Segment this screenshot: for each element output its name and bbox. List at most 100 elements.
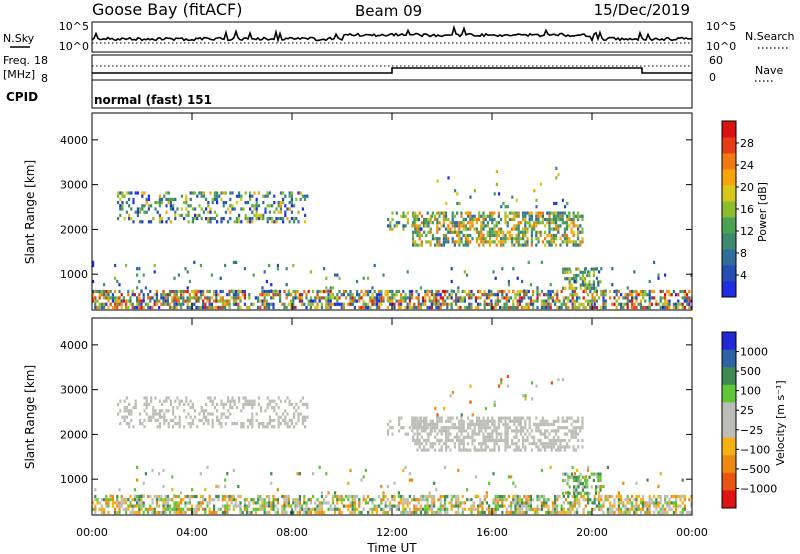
velocity-cell	[494, 507, 497, 511]
power-cell	[175, 293, 178, 297]
velocity-cell	[504, 416, 507, 420]
power-cell	[550, 243, 553, 247]
velocity-cell	[574, 419, 577, 423]
velocity-cell	[249, 418, 252, 422]
velocity-cell	[670, 494, 673, 499]
velocity-cell	[482, 448, 485, 452]
velocity-cell	[548, 438, 551, 443]
power-cell	[527, 260, 530, 264]
power-cell	[429, 240, 432, 244]
velocity-cell	[266, 402, 269, 406]
velocity-cell	[681, 501, 684, 505]
velocity-cell	[408, 507, 411, 511]
velocity-cell	[504, 442, 507, 446]
power-cell	[573, 302, 576, 306]
power-cell	[493, 233, 496, 238]
power-cell	[595, 267, 598, 271]
velocity-cell	[92, 501, 95, 505]
power-cell	[469, 221, 472, 225]
power-cell	[686, 302, 689, 306]
velocity-cell	[451, 390, 454, 395]
velocity-cell	[450, 494, 453, 499]
power-cell	[555, 217, 558, 222]
power-cell	[436, 217, 439, 222]
velocity-cell	[303, 494, 306, 499]
velocity-cell	[215, 510, 218, 515]
velocity-cell	[235, 498, 238, 502]
power-cell	[477, 296, 480, 300]
velocity-cell	[397, 491, 400, 495]
velocity-cell	[573, 485, 576, 489]
power-cell	[504, 205, 507, 209]
velocity-cell	[121, 415, 124, 419]
power-cell	[588, 273, 591, 278]
power-cell	[417, 299, 420, 303]
velocity-cell	[670, 501, 673, 505]
velocity-cell	[195, 507, 198, 511]
power-cell	[406, 221, 409, 225]
velocity-cell	[349, 504, 352, 508]
velocity-cell	[544, 429, 547, 433]
velocity-cell	[604, 494, 607, 499]
velocity-cell	[189, 415, 192, 419]
velocity-cell	[171, 498, 174, 502]
velocity-cell	[142, 494, 145, 498]
velocity-cell	[563, 448, 566, 452]
velocity-cell	[411, 419, 414, 423]
power-cell	[515, 211, 518, 215]
power-cell	[198, 191, 201, 195]
power-cell	[448, 296, 451, 300]
power-cell	[175, 296, 178, 300]
velocity-cell	[527, 501, 530, 505]
power-cell	[561, 221, 564, 225]
velocity-cell	[180, 399, 183, 403]
noise-tick-left-bottom: 10^0	[59, 40, 89, 53]
power-cell	[478, 211, 481, 215]
power-cell	[521, 299, 524, 303]
velocity-cell	[273, 406, 276, 410]
velocity-cell	[528, 419, 531, 423]
power-cell	[588, 283, 591, 287]
velocity-cell	[260, 406, 263, 410]
power-cell	[571, 302, 574, 306]
xtick-label: 00:00	[76, 526, 108, 539]
velocity-cell	[469, 448, 472, 452]
velocity-cell	[588, 491, 591, 495]
power-cell	[228, 289, 231, 294]
power-cell	[163, 194, 166, 198]
velocity-cell	[515, 432, 518, 436]
velocity-cell	[624, 507, 627, 511]
velocity-cell	[582, 494, 585, 499]
power-cell	[329, 305, 332, 310]
power-cell	[672, 302, 675, 306]
power-cell	[435, 302, 438, 306]
power-cell	[530, 240, 533, 244]
velocity-cell	[261, 498, 264, 502]
velocity-cell	[259, 494, 262, 499]
power-cell	[288, 207, 291, 211]
power-cell	[338, 276, 341, 280]
power-cell	[480, 221, 483, 225]
velocity-cell	[226, 504, 229, 508]
velocity-cell	[514, 510, 517, 515]
power-cell	[169, 220, 172, 224]
velocity-cell	[494, 504, 497, 508]
velocity-cell	[462, 445, 465, 449]
power-cell	[523, 305, 526, 310]
velocity-cell	[573, 491, 576, 495]
velocity-cell	[445, 419, 448, 423]
power-cell	[216, 191, 219, 195]
velocity-cell	[581, 488, 584, 492]
velocity-cell	[406, 501, 409, 505]
power-cell	[418, 224, 421, 228]
power-cell	[535, 198, 538, 202]
power-cell	[142, 296, 145, 300]
power-cell	[445, 214, 448, 218]
velocity-cell	[617, 507, 620, 511]
velocity-cell	[318, 465, 321, 469]
velocity-cell	[664, 494, 667, 499]
velocity-cell	[211, 412, 214, 416]
velocity-cell	[296, 501, 299, 505]
velocity-cell	[555, 432, 558, 436]
